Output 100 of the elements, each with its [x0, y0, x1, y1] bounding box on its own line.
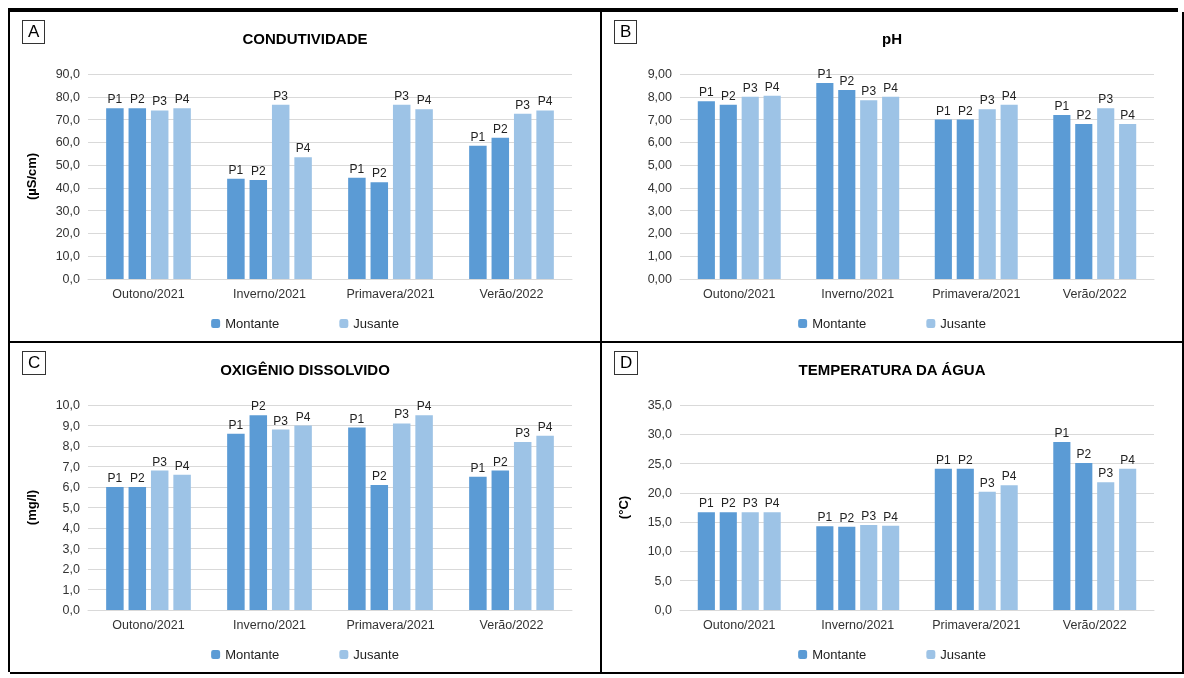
data-label: P3 [394, 88, 410, 103]
x-tick-label: Primavera/2021 [932, 617, 1021, 632]
y-tick-label: 5,00 [647, 158, 673, 173]
x-tick-label: Inverno/2021 [821, 286, 895, 301]
y-tick-label: 4,0 [62, 521, 81, 535]
data-label: P3 [394, 407, 410, 422]
y-tick-label: 0,00 [647, 272, 673, 286]
y-tick-label: 0,0 [654, 603, 673, 617]
data-label: P4 [764, 79, 780, 94]
legend-label: Jusante [353, 647, 399, 662]
data-label: P1 [349, 161, 365, 176]
legend-label: Jusante [353, 316, 399, 331]
data-label: P4 [1001, 88, 1017, 103]
data-label: P1 [349, 411, 365, 426]
x-tick-label: Verão/2022 [479, 617, 544, 632]
data-label: P3 [515, 97, 531, 112]
y-tick-label: 2,00 [647, 226, 673, 241]
y-tick-label: 10,0 [55, 398, 81, 412]
x-tick-label: Inverno/2021 [233, 286, 307, 301]
y-tick-label: 60,0 [55, 135, 81, 150]
y-tick-label: 40,0 [55, 180, 81, 195]
data-label: P1 [228, 417, 244, 432]
y-tick-label: 30,0 [55, 203, 81, 218]
y-tick-label: 4,00 [647, 180, 673, 195]
data-label: P2 [720, 496, 736, 511]
data-label: P1 [817, 67, 833, 82]
y-tick-label: 15,0 [647, 515, 673, 530]
y-axis-title: (mg/l) [24, 489, 39, 526]
data-label: P1 [699, 85, 714, 100]
data-label: P2 [839, 510, 855, 525]
y-tick-label: 2,0 [62, 562, 81, 576]
y-tick-label: 30,0 [647, 427, 673, 442]
x-tick-label: Verão/2022 [1062, 617, 1127, 632]
data-label: P3 [1098, 92, 1114, 107]
data-label: P4 [764, 496, 780, 511]
data-label: P3 [742, 80, 758, 95]
data-label: P3 [979, 93, 995, 108]
data-label: P1 [470, 129, 486, 144]
data-label: P4 [295, 409, 311, 424]
data-label: P3 [273, 413, 289, 428]
y-tick-label: 6,00 [647, 135, 673, 150]
data-label: P4 [537, 419, 553, 434]
data-label: P2 [957, 103, 973, 118]
y-tick-label: 6,0 [62, 480, 81, 494]
data-label: P2 [250, 163, 266, 178]
legend-label: Jusante [940, 316, 986, 331]
x-tick-label: Verão/2022 [479, 286, 544, 301]
data-label: P2 [492, 454, 508, 469]
text: A [22, 20, 46, 44]
y-tick-label: 80,0 [55, 89, 81, 104]
x-tick-label: Primavera/2021 [346, 617, 435, 632]
data-label: P3 [152, 94, 168, 109]
y-axis-title: (°C) [616, 495, 631, 520]
data-label: P1 [228, 162, 244, 177]
data-label: P3 [273, 88, 289, 103]
y-tick-label: 90,0 [55, 67, 81, 81]
data-label: P3 [979, 475, 995, 490]
data-label: P4 [295, 141, 311, 156]
data-label: P4 [416, 399, 432, 414]
y-tick-label: 50,0 [55, 158, 81, 173]
legend-label: Montante [812, 316, 867, 331]
data-label: P2 [371, 166, 387, 181]
data-label: P4 [174, 458, 190, 473]
y-tick-label: 9,0 [62, 418, 81, 433]
x-tick-label: Outono/2021 [703, 617, 776, 632]
y-tick-label: 9,00 [647, 67, 673, 81]
legend-label: Montante [225, 647, 280, 662]
x-tick-label: Primavera/2021 [346, 286, 435, 301]
data-label: P4 [1120, 452, 1136, 467]
data-label: P2 [1076, 108, 1092, 123]
data-label: P1 [107, 92, 123, 107]
y-tick-label: 5,0 [62, 500, 81, 515]
x-tick-label: Outono/2021 [703, 286, 776, 301]
chart-title: OXIGÊNIO DISSOLVIDO [220, 361, 391, 378]
y-tick-label: 7,0 [62, 459, 81, 474]
y-tick-label: 10,0 [647, 544, 673, 559]
y-tick-label: 35,0 [647, 398, 673, 412]
y-tick-label: 3,00 [647, 203, 673, 218]
data-label: P1 [936, 103, 951, 118]
data-label: P1 [1054, 425, 1070, 440]
data-label: P4 [1001, 469, 1017, 484]
x-tick-label: Verão/2022 [1062, 286, 1127, 301]
legend-label: Montante [812, 647, 867, 662]
chart-title: TEMPERATURA DA ÁGUA [798, 361, 986, 378]
y-tick-label: 25,0 [647, 456, 673, 471]
data-label: P2 [129, 92, 145, 107]
data-label: P1 [936, 452, 951, 467]
y-tick-label: 0,0 [62, 603, 81, 617]
data-label: P3 [861, 509, 877, 524]
data-label: P4 [883, 509, 899, 524]
y-tick-label: 0,0 [62, 272, 81, 286]
data-label: P3 [515, 425, 531, 440]
y-tick-label: 1,0 [62, 582, 81, 597]
y-tick-label: 8,00 [647, 89, 673, 104]
legend-label: Jusante [940, 647, 986, 662]
data-label: P1 [470, 460, 486, 475]
x-tick-label: Inverno/2021 [821, 617, 895, 632]
data-label: P3 [152, 454, 168, 469]
chart-title: CONDUTIVIDADE [242, 30, 368, 47]
y-tick-label: 20,0 [647, 485, 673, 500]
